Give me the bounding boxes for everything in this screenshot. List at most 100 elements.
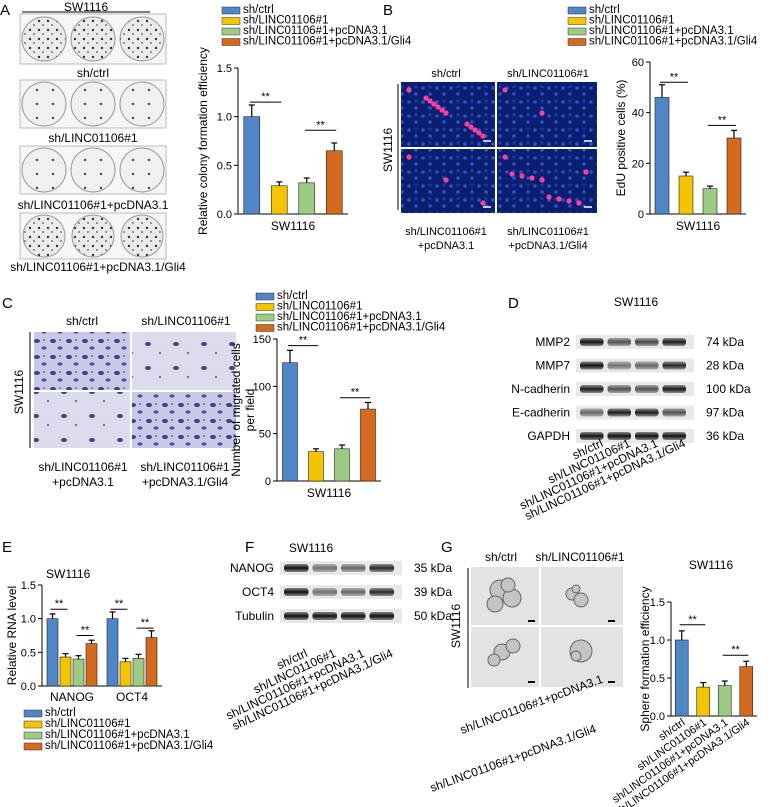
- y-tick-label: 40: [632, 108, 644, 120]
- image-bottom-label: sh/LINC01106#1: [140, 460, 230, 474]
- size-label: 28 kDa: [706, 359, 744, 373]
- bar: [739, 666, 754, 717]
- blot-band: [284, 564, 309, 572]
- y-tick-label: 100: [253, 381, 271, 393]
- blot-band: [607, 408, 631, 417]
- blot-f-rows: NANOG 35 kDa OCT4 39 kDa Tubulin 50 kDa: [230, 561, 452, 623]
- legend-swatch: [255, 292, 275, 301]
- legend-label: sh/LINC01106#1+pcDNA3.1: [589, 25, 734, 37]
- blot-band: [635, 408, 659, 417]
- image-bottom-label: +pcDNA3.1/Gli4: [508, 240, 587, 252]
- image-bottom-label: +pcDNA3.1: [418, 240, 475, 252]
- y-axis-label: per field: [243, 389, 257, 432]
- bar: [270, 185, 288, 215]
- bar-chart-g: 0.0 0.5 1.0 1.5 ** ** Sphere formation efficie…: [610, 558, 757, 807]
- legend-label: sh/LINC01106#1+pcDNA3.1/Gli4: [589, 36, 758, 48]
- y-tick-label: 150: [253, 334, 271, 346]
- panel-letter-d: D: [508, 295, 519, 312]
- edu-positive-cell: [431, 101, 437, 107]
- blot-band: [635, 432, 659, 440]
- migration-image: [132, 332, 236, 390]
- blot-band: [284, 612, 309, 620]
- size-label: 36 kDa: [706, 429, 744, 443]
- y-tick-label: 0: [638, 209, 644, 221]
- edu-positive-cell: [539, 177, 545, 183]
- chart-title: SW1116: [46, 567, 91, 581]
- bar: [72, 658, 85, 687]
- y-tick-label: 20: [632, 158, 644, 170]
- blot-f-lane-labels: sh/ctrlsh/LINC01106#1sh/LINC01106#1+pcDN…: [224, 646, 395, 733]
- bar: [726, 137, 742, 215]
- bar: [360, 408, 376, 482]
- significance-mark: **: [718, 114, 727, 126]
- size-label: 39 kDa: [414, 585, 452, 599]
- x-category-label: OCT4: [116, 690, 148, 704]
- legend-swatch: [567, 27, 587, 36]
- x-axis-label: SW1116: [307, 486, 352, 500]
- legend: sh/ctrlsh/LINC01106#1sh/LINC01106#1+pcDN…: [567, 4, 758, 48]
- significance-mark: **: [55, 598, 64, 610]
- blot-band: [580, 361, 604, 370]
- legend-swatch: [255, 324, 275, 332]
- bar: [243, 116, 261, 215]
- legend-swatch: [567, 38, 587, 46]
- legend-label: sh/ctrl: [589, 4, 620, 16]
- legend-label: sh/LINC01106#1: [45, 718, 130, 730]
- size-label: 74 kDa: [706, 335, 744, 349]
- edu-positive-cell: [476, 130, 482, 136]
- western-blot-f: SW1116 NANOG 35 kDa OCT4 39 kDa Tubulin 50 kD…: [224, 541, 452, 733]
- y-axis-label: Number of migrated cells: [229, 343, 243, 476]
- bar: [282, 362, 298, 482]
- panel-letter-c: C: [2, 295, 13, 312]
- migration-image: [34, 332, 130, 390]
- edu-positive-cell: [439, 107, 445, 113]
- significance-mark: **: [688, 614, 697, 626]
- panel-letter-a: A: [0, 2, 10, 19]
- legend-label: sh/LINC01106#1: [243, 15, 328, 27]
- legend-swatch: [221, 38, 241, 46]
- charts-layer: sh/ctrlsh/LINC01106#1sh/LINC01106#1+pcDN…: [5, 4, 758, 807]
- blot-band: [662, 432, 686, 440]
- bar: [696, 686, 711, 717]
- plate-row: [19, 145, 167, 195]
- legend-label: sh/LINC01106#1+pcDNA3.1: [243, 25, 388, 37]
- bar: [106, 618, 119, 687]
- significance-mark: **: [141, 617, 150, 629]
- y-tick-label: 0: [265, 476, 271, 488]
- image-bottom-label: sh/LINC01106#1: [405, 226, 487, 238]
- image-bottom-label: sh/LINC01106#1: [38, 460, 128, 474]
- legend-label: sh/ctrl: [45, 707, 76, 719]
- edu-positive-marks: [406, 87, 592, 208]
- blot-title: SW1116: [289, 541, 334, 555]
- bar: [678, 175, 694, 215]
- scale-bars: [528, 620, 615, 683]
- colony-plates: SW1116 sh/ctrl sh/LINC01106#1 sh/LINC011…: [10, 0, 186, 274]
- blot-band: [607, 385, 631, 393]
- legend-label: sh/ctrl: [277, 290, 308, 302]
- edu-positive-cell: [480, 200, 486, 206]
- significance-mark: **: [670, 71, 679, 83]
- image-side-label: SW1116: [12, 370, 26, 415]
- legend-swatch: [23, 709, 43, 718]
- y-tick-label: 0.0: [21, 681, 36, 693]
- legend-swatch: [221, 6, 241, 15]
- blot-band: [284, 588, 309, 596]
- size-label: 35 kDa: [414, 561, 452, 575]
- plate-label: sh/LINC01106#1+pcDNA3.1/Gli4: [10, 260, 186, 274]
- image-bottom-label: +pcDNA3.1/Gli4: [142, 475, 229, 489]
- size-label: 97 kDa: [706, 406, 744, 420]
- blot-band: [312, 588, 337, 596]
- bar: [674, 639, 689, 717]
- panel-letter-f: F: [245, 539, 254, 556]
- protein-label: E-cadherin: [512, 406, 570, 420]
- edu-positive-cell: [509, 171, 515, 177]
- edu-positive-cell: [529, 175, 535, 181]
- image-col-label: sh/ctrl: [485, 550, 517, 564]
- bar: [59, 656, 72, 687]
- blot-band: [312, 612, 337, 620]
- significance-mark: **: [115, 598, 124, 610]
- edu-positive-cell: [502, 87, 508, 93]
- image-bottom-label: sh/LINC01106#1+pcDNA3.1/Gli4: [428, 722, 598, 795]
- blot-d-rows: MMP2 74 kDa MMP7 28 kDa N-cadherin 100 kDa E-c…: [511, 335, 751, 443]
- edu-positive-cell: [480, 133, 486, 139]
